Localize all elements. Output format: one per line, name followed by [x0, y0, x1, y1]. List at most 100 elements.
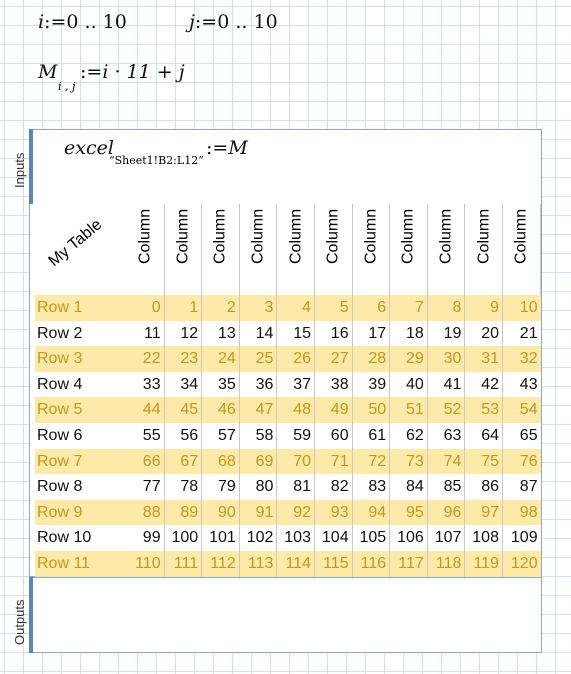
table-cell[interactable]: 100	[165, 525, 203, 551]
table-cell[interactable]: 28	[353, 346, 391, 372]
table-cell[interactable]: 13	[202, 320, 240, 347]
table-cell[interactable]: 68	[202, 448, 240, 475]
table-cell[interactable]: 49	[315, 397, 353, 423]
outputs-region[interactable]	[29, 577, 542, 653]
table-cell[interactable]: 73	[390, 448, 428, 475]
table-cell[interactable]: 14	[240, 320, 278, 347]
table-cell[interactable]: 34	[165, 371, 203, 398]
table-cell[interactable]: 55	[127, 423, 165, 449]
table-cell[interactable]: 21	[519, 324, 538, 342]
i-range-definition[interactable]: i:=0 .. 10	[38, 11, 127, 33]
table-cell[interactable]: 78	[165, 474, 203, 500]
table-cell[interactable]: 22	[127, 346, 165, 372]
table-cell[interactable]: 99	[127, 525, 165, 551]
table-cell[interactable]: 109	[510, 529, 538, 547]
table-cell[interactable]: 64	[465, 423, 503, 449]
table-cell[interactable]: 36	[240, 371, 278, 398]
table-cell[interactable]: 53	[465, 397, 503, 423]
table-cell[interactable]: 72	[353, 448, 391, 475]
table-cell[interactable]: 42	[465, 371, 503, 398]
table-cell[interactable]: 24	[202, 346, 240, 372]
table-cell[interactable]: 106	[390, 525, 428, 551]
table-cell[interactable]: 48	[277, 397, 315, 423]
table-cell[interactable]: 118	[428, 551, 466, 577]
table-cell[interactable]: 114	[277, 551, 315, 577]
j-range-definition[interactable]: j:=0 .. 10	[189, 11, 278, 33]
table-cell[interactable]: 0	[127, 295, 165, 321]
table-cell[interactable]: 110	[127, 551, 165, 577]
table-cell[interactable]: 93	[315, 499, 353, 526]
table-cell[interactable]: 85	[428, 474, 466, 500]
table-cell[interactable]: 107	[428, 525, 466, 551]
table-cell[interactable]: 105	[353, 525, 391, 551]
table-cell[interactable]: 58	[240, 423, 278, 449]
table-cell[interactable]: 117	[390, 551, 428, 577]
table-cell[interactable]: 2	[202, 295, 240, 321]
table-cell[interactable]: 74	[428, 448, 466, 475]
table-cell[interactable]: 104	[315, 525, 353, 551]
excel-component-definition[interactable]: excel	[64, 137, 114, 159]
table-cell[interactable]: 15	[277, 320, 315, 347]
table-cell[interactable]: 84	[390, 474, 428, 500]
table-cell[interactable]: 103	[277, 525, 315, 551]
table-cell[interactable]: 7	[390, 295, 428, 321]
table-cell[interactable]: 115	[315, 551, 353, 577]
table-cell[interactable]: 30	[428, 346, 466, 372]
table-cell[interactable]: 116	[353, 551, 391, 577]
table-cell[interactable]: 46	[202, 397, 240, 423]
table-cell[interactable]: 18	[390, 320, 428, 347]
table-cell[interactable]: 108	[465, 525, 503, 551]
table-cell[interactable]: 90	[202, 499, 240, 526]
table-cell[interactable]: 32	[519, 350, 538, 368]
table-cell[interactable]: 47	[240, 397, 278, 423]
excel-table[interactable]: My Table Column 1 Column 2 Column 3 Column …	[35, 204, 541, 577]
table-cell[interactable]: 39	[353, 371, 391, 398]
table-cell[interactable]: 71	[315, 448, 353, 475]
table-cell[interactable]: 75	[465, 448, 503, 475]
table-cell[interactable]: 62	[390, 423, 428, 449]
table-cell[interactable]: 19	[428, 320, 466, 347]
table-cell[interactable]: 112	[202, 551, 240, 577]
table-cell[interactable]: 79	[202, 474, 240, 500]
table-cell[interactable]: 113	[240, 551, 278, 577]
table-cell[interactable]: 82	[315, 474, 353, 500]
table-cell[interactable]: 66	[127, 448, 165, 475]
table-cell[interactable]: 31	[465, 346, 503, 372]
table-cell[interactable]: 3	[240, 295, 278, 321]
table-cell[interactable]: 17	[353, 320, 391, 347]
table-cell[interactable]: 6	[353, 295, 391, 321]
table-cell[interactable]: 16	[315, 320, 353, 347]
table-cell[interactable]: 89	[165, 499, 203, 526]
table-cell[interactable]: 67	[165, 448, 203, 475]
table-cell[interactable]: 5	[315, 295, 353, 321]
table-cell[interactable]: 38	[315, 371, 353, 398]
table-cell[interactable]: 61	[353, 423, 391, 449]
table-cell[interactable]: 94	[353, 499, 391, 526]
table-cell[interactable]: 45	[165, 397, 203, 423]
table-cell[interactable]: 83	[353, 474, 391, 500]
table-cell[interactable]: 11	[127, 320, 165, 347]
table-cell[interactable]: 29	[390, 346, 428, 372]
table-cell[interactable]: 37	[277, 371, 315, 398]
table-cell[interactable]: 120	[510, 555, 538, 572]
table-cell[interactable]: 81	[277, 474, 315, 500]
table-cell[interactable]: 35	[202, 371, 240, 398]
table-cell[interactable]: 102	[240, 525, 278, 551]
table-cell[interactable]: 8	[428, 295, 466, 321]
m-matrix-definition[interactable]: M	[38, 61, 57, 83]
table-cell[interactable]: 1	[165, 295, 203, 321]
table-cell[interactable]: 20	[465, 320, 503, 347]
table-cell[interactable]: 33	[127, 371, 165, 398]
table-cell[interactable]: 59	[277, 423, 315, 449]
table-cell[interactable]: 43	[519, 375, 538, 393]
table-cell[interactable]: 63	[428, 423, 466, 449]
table-cell[interactable]: 111	[165, 551, 203, 577]
table-cell[interactable]: 9	[465, 295, 503, 321]
table-cell[interactable]: 98	[519, 503, 538, 521]
table-cell[interactable]: 56	[165, 423, 203, 449]
table-cell[interactable]: 54	[519, 401, 538, 419]
table-cell[interactable]: 95	[390, 499, 428, 526]
table-cell[interactable]: 12	[165, 320, 203, 347]
table-cell[interactable]: 4	[277, 295, 315, 321]
table-cell[interactable]: 52	[428, 397, 466, 423]
